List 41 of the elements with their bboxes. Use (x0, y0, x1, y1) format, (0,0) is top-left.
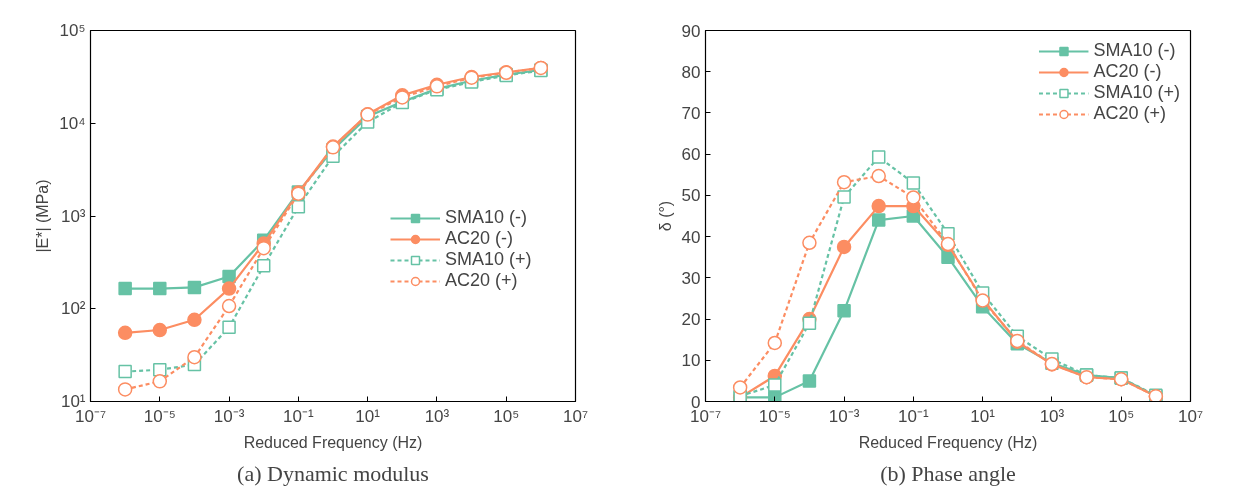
y-tick-label: 10³ (60, 206, 86, 226)
y-tick-label: 70 (681, 103, 701, 123)
legend-label: SMA10 (+) (1093, 82, 1180, 103)
x-tick-label: 10⁵ (493, 406, 520, 426)
legend-label: AC20 (-) (445, 228, 514, 249)
x-tick-label: 10⁻³ (828, 406, 860, 426)
legend-label: AC20 (+) (1093, 103, 1166, 124)
x-tick-label: 10³ (1039, 406, 1065, 426)
y-tick-label: 60 (681, 145, 701, 165)
legend-label: AC20 (+) (445, 270, 518, 291)
y-tick-label: 10 (681, 351, 701, 371)
text: (b) Phase angle (880, 460, 1016, 486)
y-tick-label: 10² (60, 299, 86, 319)
x-tick-label: 10¹ (970, 406, 996, 426)
x-tick-label: 10⁻¹ (898, 406, 929, 426)
x-tick-label: 10³ (424, 406, 450, 426)
x-tick-label: 10⁻⁵ (143, 406, 176, 426)
y-tick-label: 20 (681, 310, 701, 330)
y-tick-label: 80 (681, 62, 701, 82)
x-tick-label: 10⁵ (1108, 406, 1135, 426)
x-tick-label: 10⁻³ (213, 406, 245, 426)
y-tick-label: 10⁵ (59, 21, 86, 40)
y-tick-label: 30 (681, 268, 701, 288)
legend-label: SMA10 (+) (445, 249, 532, 270)
y-axis-title: δ (°) (656, 200, 674, 232)
x-axis-title: Reduced Frequency (Hz) (858, 433, 1038, 451)
text: (a) Dynamic modulus (237, 460, 429, 486)
y-tick-label: 10⁴ (59, 113, 86, 133)
x-tick-label: 10⁷ (1177, 406, 1204, 426)
y-axis-title: |E*| (MPa) (34, 179, 52, 253)
y-tick-label: 50 (681, 186, 701, 206)
x-tick-label: 10⁻¹ (283, 406, 314, 426)
x-tick-label: 10⁷ (562, 406, 589, 426)
y-tick-label: 90 (681, 21, 701, 41)
x-tick-label: 10¹ (355, 406, 381, 426)
x-axis-title: Reduced Frequency (Hz) (243, 433, 423, 451)
x-tick-label: 10⁻⁵ (758, 406, 791, 426)
legend-label: AC20 (-) (1093, 61, 1162, 82)
legend-label: SMA10 (-) (445, 207, 528, 228)
y-tick-label: 40 (681, 227, 701, 247)
legend-label: SMA10 (-) (1093, 40, 1176, 61)
